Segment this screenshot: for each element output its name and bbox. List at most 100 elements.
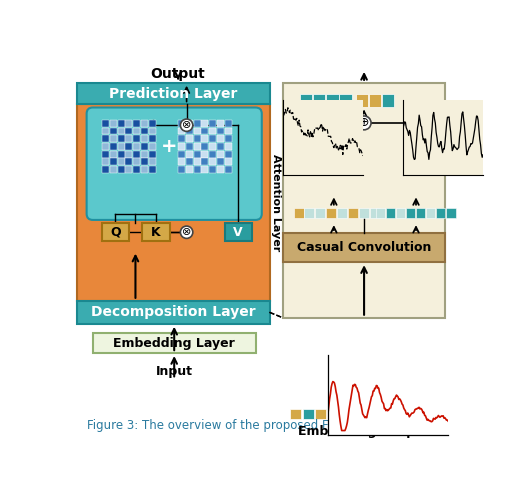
FancyBboxPatch shape <box>87 108 262 220</box>
Bar <box>125 158 132 165</box>
Bar <box>78 83 270 105</box>
Bar <box>291 408 301 419</box>
Bar <box>315 408 326 419</box>
Bar <box>118 158 125 165</box>
Bar <box>118 135 125 142</box>
Bar <box>209 158 216 165</box>
Bar <box>149 166 156 173</box>
Bar <box>110 150 117 157</box>
Bar <box>118 166 125 173</box>
Bar <box>382 95 394 107</box>
Bar <box>141 120 148 127</box>
Bar <box>340 408 351 419</box>
Bar <box>427 408 438 419</box>
Bar <box>93 333 256 353</box>
Bar <box>141 158 148 165</box>
Circle shape <box>180 226 193 239</box>
Bar <box>396 208 405 219</box>
Text: Prediction Layer: Prediction Layer <box>109 87 238 101</box>
Bar <box>390 408 401 419</box>
Bar <box>402 408 413 419</box>
Circle shape <box>180 119 193 131</box>
Bar <box>194 135 201 142</box>
Bar <box>178 150 185 157</box>
Bar <box>194 150 201 157</box>
Bar <box>201 143 208 150</box>
Bar <box>209 166 216 173</box>
Bar <box>416 208 425 219</box>
Bar <box>337 208 347 219</box>
Bar <box>133 120 140 127</box>
Bar <box>194 166 201 173</box>
Bar <box>133 158 140 165</box>
Bar <box>209 135 216 142</box>
Text: Figure 3: The overview of the proposed FlucKT framework.: Figure 3: The overview of the proposed F… <box>87 419 431 432</box>
Bar <box>376 208 385 219</box>
Bar <box>186 150 193 157</box>
Bar <box>102 143 109 150</box>
Bar <box>217 166 224 173</box>
Bar <box>303 408 314 419</box>
Bar <box>178 135 185 142</box>
Bar <box>178 158 185 165</box>
Bar <box>426 208 436 219</box>
Bar <box>294 208 304 219</box>
Bar <box>304 208 314 219</box>
Bar <box>141 166 148 173</box>
Bar <box>406 208 415 219</box>
Bar <box>110 127 117 134</box>
Bar <box>149 135 156 142</box>
Bar <box>326 95 339 107</box>
Bar <box>186 127 193 134</box>
Bar <box>178 127 185 134</box>
Bar <box>201 135 208 142</box>
Bar <box>217 158 224 165</box>
Bar <box>414 408 425 419</box>
Bar <box>283 83 446 318</box>
Bar <box>178 166 185 173</box>
Bar <box>194 143 201 150</box>
Bar <box>110 135 117 142</box>
Bar <box>328 408 339 419</box>
Bar <box>194 158 201 165</box>
Bar <box>225 135 232 142</box>
Bar <box>125 120 132 127</box>
Bar <box>446 208 455 219</box>
Text: ⊗: ⊗ <box>182 120 191 130</box>
Text: Attention Layer: Attention Layer <box>271 153 281 251</box>
Bar <box>133 166 140 173</box>
Bar <box>102 150 109 157</box>
Bar <box>125 127 132 134</box>
Bar <box>225 127 232 134</box>
Bar <box>313 95 325 107</box>
Bar <box>225 166 232 173</box>
Bar <box>358 208 369 219</box>
Text: Decomposition Layer: Decomposition Layer <box>91 305 256 319</box>
Bar <box>300 95 312 107</box>
Bar <box>201 166 208 173</box>
Bar <box>149 127 156 134</box>
Text: Embedding Layer: Embedding Layer <box>114 337 235 350</box>
Text: Embedding Output: Embedding Output <box>298 425 430 438</box>
Bar <box>369 95 381 107</box>
Bar <box>352 408 364 419</box>
Bar <box>225 120 232 127</box>
Bar <box>110 158 117 165</box>
Bar <box>217 127 224 134</box>
Bar <box>283 233 446 262</box>
Bar <box>125 135 132 142</box>
Bar <box>377 408 388 419</box>
Bar <box>217 120 224 127</box>
Bar <box>110 166 117 173</box>
Bar <box>133 143 140 150</box>
Bar <box>225 150 232 157</box>
Bar <box>102 127 109 134</box>
Bar <box>118 150 125 157</box>
Text: K: K <box>151 226 160 239</box>
Text: ⊕: ⊕ <box>359 117 369 129</box>
Text: Casual Convolution: Casual Convolution <box>297 241 431 254</box>
Bar <box>225 143 232 150</box>
Bar <box>370 208 380 219</box>
Bar <box>110 143 117 150</box>
Bar <box>133 127 140 134</box>
